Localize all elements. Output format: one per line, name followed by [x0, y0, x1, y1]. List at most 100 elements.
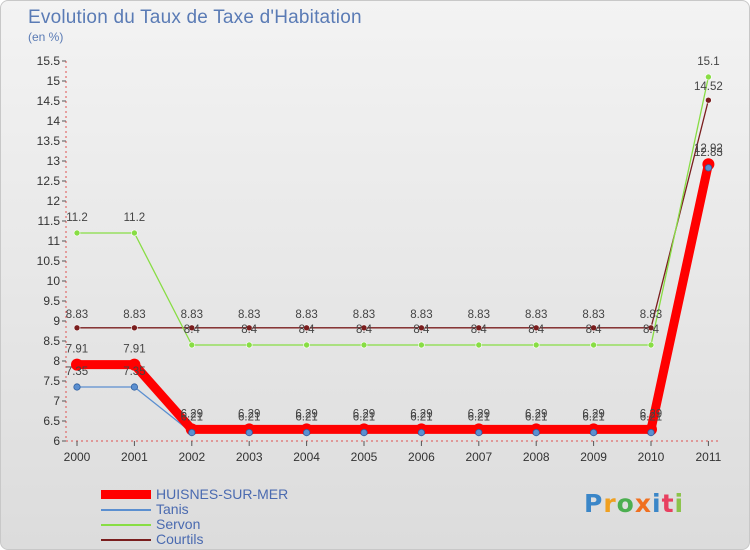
data-point: [245, 324, 253, 332]
logo-letter: i: [652, 489, 662, 518]
data-point: [475, 341, 483, 349]
chart-subtitle: (en %): [28, 30, 64, 44]
data-label: 7.35: [66, 366, 88, 378]
data-point: [647, 428, 655, 437]
y-tick-label: 14.5: [37, 94, 61, 108]
legend-swatch-servon: [101, 524, 151, 526]
series-line-servon: [76, 76, 710, 346]
data-label: 8.4: [413, 324, 430, 336]
data-label: 6.29: [295, 408, 317, 420]
data-label: 7.91: [123, 344, 145, 356]
data-label: 15.1: [697, 56, 719, 68]
logo-letter: r: [603, 489, 617, 518]
x-tick-label: 2005: [351, 450, 378, 464]
series-line-huisnes-sur-mer: [72, 159, 713, 434]
data-point: [360, 324, 368, 332]
data-point: [303, 324, 310, 332]
data-label: 6.21: [640, 412, 662, 424]
legend-label-servon: Servon: [156, 516, 201, 532]
data-point: [590, 341, 597, 349]
data-label: 11.2: [66, 212, 88, 224]
data-label: 6.21: [181, 412, 203, 424]
data-point: [303, 341, 310, 349]
x-tick-label: 2003: [236, 450, 263, 464]
y-tick-label: 10: [47, 274, 61, 288]
y-tick-label: 8: [53, 354, 60, 368]
x-tick-label: 2000: [64, 450, 91, 464]
data-label: 6.29: [582, 408, 604, 420]
y-tick-label: 15: [47, 74, 61, 88]
logo-letter: x: [634, 489, 652, 518]
data-point: [647, 324, 655, 332]
legend-swatch-courtils: [101, 539, 151, 541]
data-label: 6.29: [181, 408, 203, 420]
axes: 6 6.5 7 7.5 8 8.5 9 9.5 10 10.5 11 11.5 12 12.5 13 13.5…: [37, 54, 722, 464]
data-label: 6.29: [468, 408, 490, 420]
data-labels: 7.91 7.91 6.29 6.29 6.29 6.29 6.29 6.29 6.29 6.29…: [66, 56, 723, 424]
y-tick-label: 12: [47, 194, 61, 208]
data-label: 8.83: [66, 309, 88, 321]
x-tick-label: 2009: [580, 450, 607, 464]
data-point: [245, 341, 253, 349]
legend-swatch-huisnes: [101, 490, 151, 499]
data-label: 8.4: [356, 324, 373, 336]
data-label: 6.21: [238, 412, 260, 424]
legend-label-courtils: Courtils: [156, 531, 204, 547]
data-point: [705, 73, 712, 81]
y-tick-label: 6.5: [43, 414, 60, 428]
data-point: [128, 358, 141, 371]
data-label: 8.4: [586, 324, 603, 336]
y-tick-label: 11.5: [38, 214, 61, 228]
data-point: [532, 324, 540, 332]
data-point: [73, 383, 81, 391]
data-label: 8.83: [582, 309, 604, 321]
data-label: 8.83: [410, 309, 432, 321]
data-point: [417, 428, 425, 437]
data-point: [188, 428, 196, 437]
data-point: [418, 341, 425, 349]
data-point: [475, 428, 483, 437]
data-point: [73, 324, 81, 332]
y-tick-label: 6: [53, 434, 60, 448]
data-point: [73, 229, 81, 237]
x-tick-label: 2011: [695, 450, 721, 464]
data-label: 11.2: [124, 212, 146, 224]
data-label: 6.29: [525, 408, 547, 420]
data-label: 6.21: [295, 412, 317, 424]
data-label: 7.91: [66, 344, 88, 356]
data-label: 7.35: [123, 366, 145, 378]
data-point: [590, 324, 597, 332]
data-label: 8.4: [471, 324, 488, 336]
x-tick-label: 2007: [465, 450, 492, 464]
x-tick-label: 2006: [408, 450, 435, 464]
data-point: [360, 341, 368, 349]
data-point: [245, 428, 253, 437]
data-label: 6.29: [238, 408, 260, 420]
series-line-tanis: [76, 167, 710, 434]
logo-letter: t: [661, 489, 675, 518]
data-label: 8.4: [241, 324, 258, 336]
data-point: [131, 229, 138, 237]
data-label: 8.83: [468, 309, 490, 321]
y-tick-label: 9: [53, 314, 60, 328]
x-tick-label: 2008: [523, 450, 550, 464]
data-label: 8.4: [184, 324, 201, 336]
data-point: [532, 341, 540, 349]
y-tick-label: 7: [53, 394, 60, 408]
data-label: 6.21: [468, 412, 490, 424]
data-label: 6.21: [582, 412, 604, 424]
data-label: 12.83: [694, 147, 723, 159]
series-layer: [71, 73, 715, 437]
data-label: 6.21: [410, 412, 432, 424]
data-label: 8.83: [640, 309, 662, 321]
data-label: 6.21: [525, 412, 547, 424]
data-label: 8.4: [528, 324, 545, 336]
y-tick-label: 7.5: [43, 374, 60, 388]
y-tick-label: 13: [47, 154, 61, 168]
data-point: [705, 96, 712, 104]
chart-title: Evolution du Taux de Taxe d'Habitation: [28, 7, 362, 28]
data-point: [475, 324, 483, 332]
data-point: [188, 324, 196, 332]
